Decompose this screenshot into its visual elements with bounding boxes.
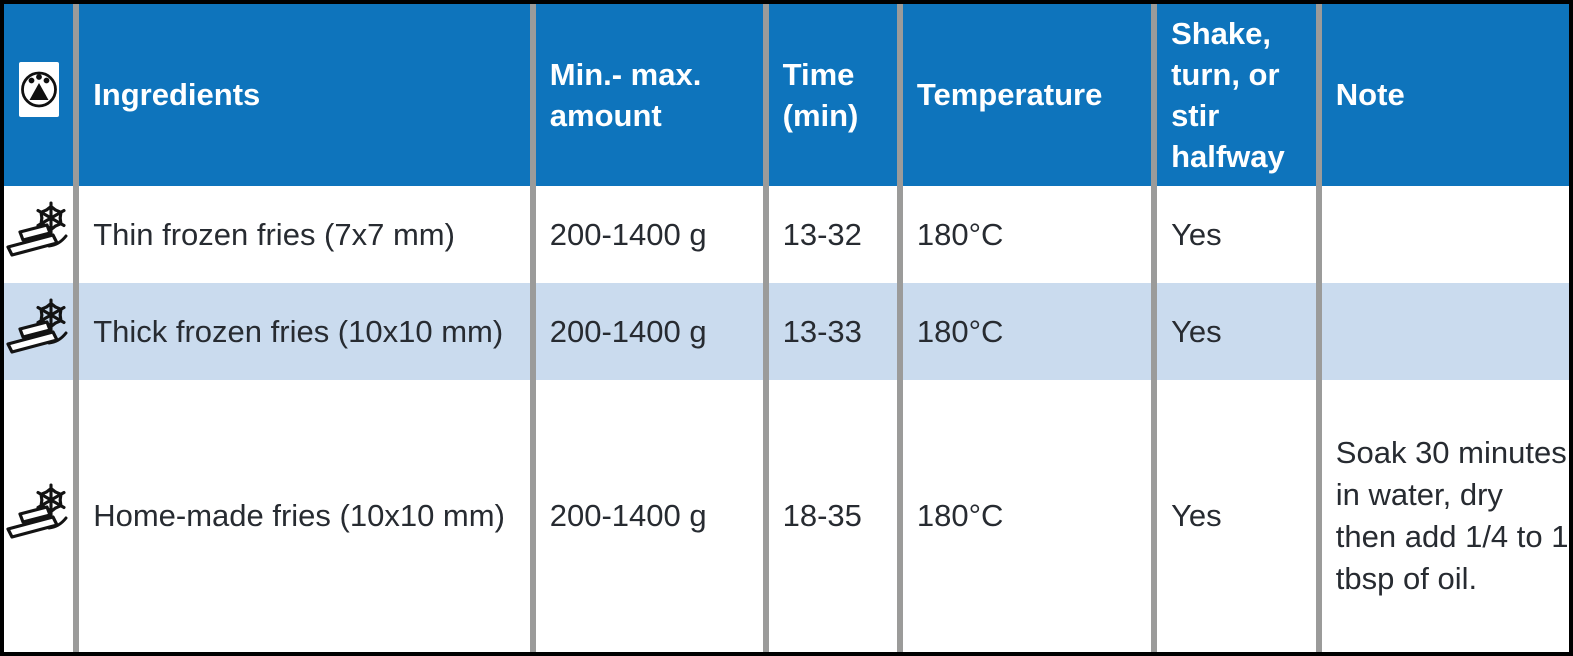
col-header-ingredients: Ingredients — [76, 4, 536, 186]
dish-serving-symbol-icon — [18, 62, 59, 118]
amount-cell: 200-1400 g — [532, 186, 769, 283]
row-icon-cell — [4, 380, 80, 652]
note-cell — [1318, 283, 1569, 380]
amount-cell: 200-1400 g — [532, 283, 769, 380]
shake-cell: Yes — [1154, 380, 1322, 652]
col-header-note: Note — [1318, 4, 1569, 186]
ingredient-cell: Thin frozen fries (7x7 mm) — [76, 186, 536, 283]
row-icon-cell — [4, 283, 80, 380]
time-cell: 13-32 — [765, 186, 903, 283]
time-cell: 13-33 — [765, 283, 903, 380]
temperature-cell: 180°C — [899, 380, 1158, 652]
time-cell: 18-35 — [765, 380, 903, 652]
table-row-home-made-fries: Home-made fries (10x10 mm) 200-1400 g 18… — [4, 380, 1569, 652]
table-row-thick-frozen-fries: Thick frozen fries (10x10 mm) 200-1400 g… — [4, 283, 1569, 380]
col-header-shake: Shake, turn, or stir halfway — [1154, 4, 1322, 186]
col-header-time: Time (min) — [765, 4, 903, 186]
shake-cell: Yes — [1154, 186, 1322, 283]
row-icon-cell — [4, 186, 80, 283]
amount-cell: 200-1400 g — [532, 380, 769, 652]
frozen-fries-snowflake-icon — [5, 197, 71, 261]
fries-cooking-table: Ingredients Min.- max. amount Time (min)… — [4, 4, 1569, 652]
temperature-cell: 180°C — [899, 186, 1158, 283]
table-row-thin-frozen-fries: Thin frozen fries (7x7 mm) 200-1400 g 13… — [4, 186, 1569, 283]
ingredient-cell: Home-made fries (10x10 mm) — [76, 380, 536, 652]
col-header-temperature: Temperature — [899, 4, 1158, 186]
ingredient-cell: Thick frozen fries (10x10 mm) — [76, 283, 536, 380]
note-cell: Soak 30 minutes in water, dry then add 1… — [1318, 380, 1569, 652]
note-cell — [1318, 186, 1569, 283]
frozen-fries-snowflake-icon — [5, 294, 71, 358]
header-row: Ingredients Min.- max. amount Time (min)… — [4, 4, 1569, 186]
temperature-cell: 180°C — [899, 283, 1158, 380]
shake-cell: Yes — [1154, 283, 1322, 380]
frozen-fries-snowflake-icon — [5, 479, 71, 543]
col-header-amount: Min.- max. amount — [532, 4, 769, 186]
header-symbol-cell — [4, 4, 80, 186]
